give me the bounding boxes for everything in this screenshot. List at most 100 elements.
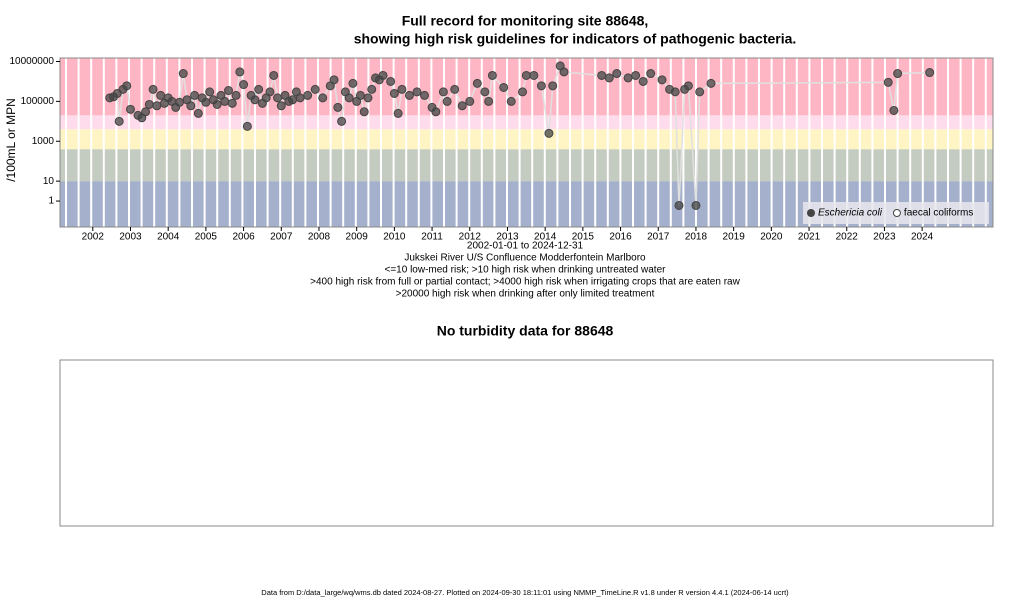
x-tick-label: 2020 [760, 232, 783, 243]
data-point [363, 93, 373, 103]
risk-band [60, 149, 993, 182]
data-point [295, 93, 305, 103]
subtitle: >20000 high risk when drinking after onl… [396, 289, 655, 300]
data-point [548, 81, 558, 91]
data-point [389, 88, 399, 98]
subtitle: >400 high risk from full or partial cont… [310, 277, 740, 288]
data-point [231, 90, 241, 100]
y-tick-label: 1000 [32, 136, 55, 147]
data-point [889, 105, 899, 115]
footer: Data from D:/data_large/wq/wms.db dated … [261, 588, 789, 597]
data-point [174, 97, 184, 107]
x-tick-label: 2024 [911, 232, 934, 243]
data-point [420, 90, 430, 100]
data-point [359, 107, 369, 117]
risk-band [60, 129, 993, 150]
data-point [883, 77, 893, 87]
x-tick-label: 2022 [836, 232, 859, 243]
data-point [114, 116, 124, 126]
legend-label: Eschericia coli [818, 208, 883, 219]
data-point [559, 67, 569, 77]
data-point [144, 99, 154, 109]
data-point [205, 87, 215, 97]
data-point [239, 80, 249, 90]
chart-title: No turbidity data for 88648 [437, 323, 614, 339]
x-tick-label: 2008 [308, 232, 331, 243]
y-tick-label: 10000000 [10, 56, 55, 67]
data-point [152, 101, 162, 111]
data-point [691, 200, 701, 210]
data-point [925, 68, 935, 78]
data-point [638, 76, 648, 86]
x-tick-label: 2011 [421, 232, 443, 243]
data-point [378, 70, 388, 80]
chart-title: showing high risk guidelines for indicat… [354, 31, 797, 47]
data-point [386, 76, 396, 86]
plot-area [59, 57, 994, 228]
data-point [269, 70, 279, 80]
data-point [193, 108, 203, 118]
data-point [431, 107, 441, 117]
data-point [393, 108, 403, 118]
y-axis-label: /100mL or MPN [4, 98, 18, 182]
data-point [450, 84, 460, 94]
x-tick-label: 2012 [459, 232, 482, 243]
x-tick-label: 2021 [798, 232, 821, 243]
x-tick-label: 2018 [685, 232, 708, 243]
data-point [438, 87, 448, 97]
data-point [148, 84, 158, 94]
data-point [224, 86, 234, 96]
x-tick-label: 2007 [270, 232, 293, 243]
y-tick-label: 1 [48, 196, 54, 207]
x-tick-label: 2023 [873, 232, 896, 243]
data-point [310, 84, 320, 94]
data-point [499, 82, 509, 92]
data-point [265, 87, 275, 97]
data-point [670, 87, 680, 97]
data-point [122, 81, 132, 91]
data-point [329, 75, 339, 85]
data-point [480, 87, 490, 97]
x-tick-label: 2009 [346, 232, 369, 243]
data-point [242, 121, 252, 131]
data-point [250, 95, 260, 105]
x-tick-label: 2013 [496, 232, 519, 243]
data-point [318, 93, 328, 103]
data-point [695, 87, 705, 97]
data-point [141, 107, 151, 117]
data-point [893, 69, 903, 79]
data-point [273, 93, 283, 103]
data-point [544, 128, 554, 138]
data-point [355, 90, 365, 100]
data-point [337, 116, 347, 126]
data-point [604, 73, 614, 83]
data-point [529, 70, 539, 80]
data-point [674, 200, 684, 210]
x-tick-label: 2002 [82, 232, 105, 243]
data-point [457, 101, 467, 111]
data-point [288, 95, 298, 105]
data-point [518, 87, 528, 97]
data-point [201, 97, 211, 107]
data-point [333, 102, 343, 112]
x-tick-label: 2016 [609, 232, 632, 243]
data-point [156, 90, 166, 100]
data-point [404, 90, 414, 100]
data-point [646, 69, 656, 79]
data-point [276, 101, 286, 111]
data-point [212, 99, 222, 109]
x-tick-label: 2003 [119, 232, 142, 243]
data-point [178, 69, 188, 79]
data-point [631, 70, 641, 80]
data-point [597, 70, 607, 80]
data-point [254, 84, 264, 94]
legend-label: faecal coliforms [904, 208, 973, 219]
x-tick-label: 2019 [723, 232, 746, 243]
data-point [125, 104, 135, 114]
data-point [220, 96, 230, 106]
data-point [227, 98, 237, 108]
data-point [484, 96, 494, 106]
data-point [657, 75, 667, 85]
x-axis-label: 2002-01-01 to 2024-12-31 [467, 241, 584, 252]
